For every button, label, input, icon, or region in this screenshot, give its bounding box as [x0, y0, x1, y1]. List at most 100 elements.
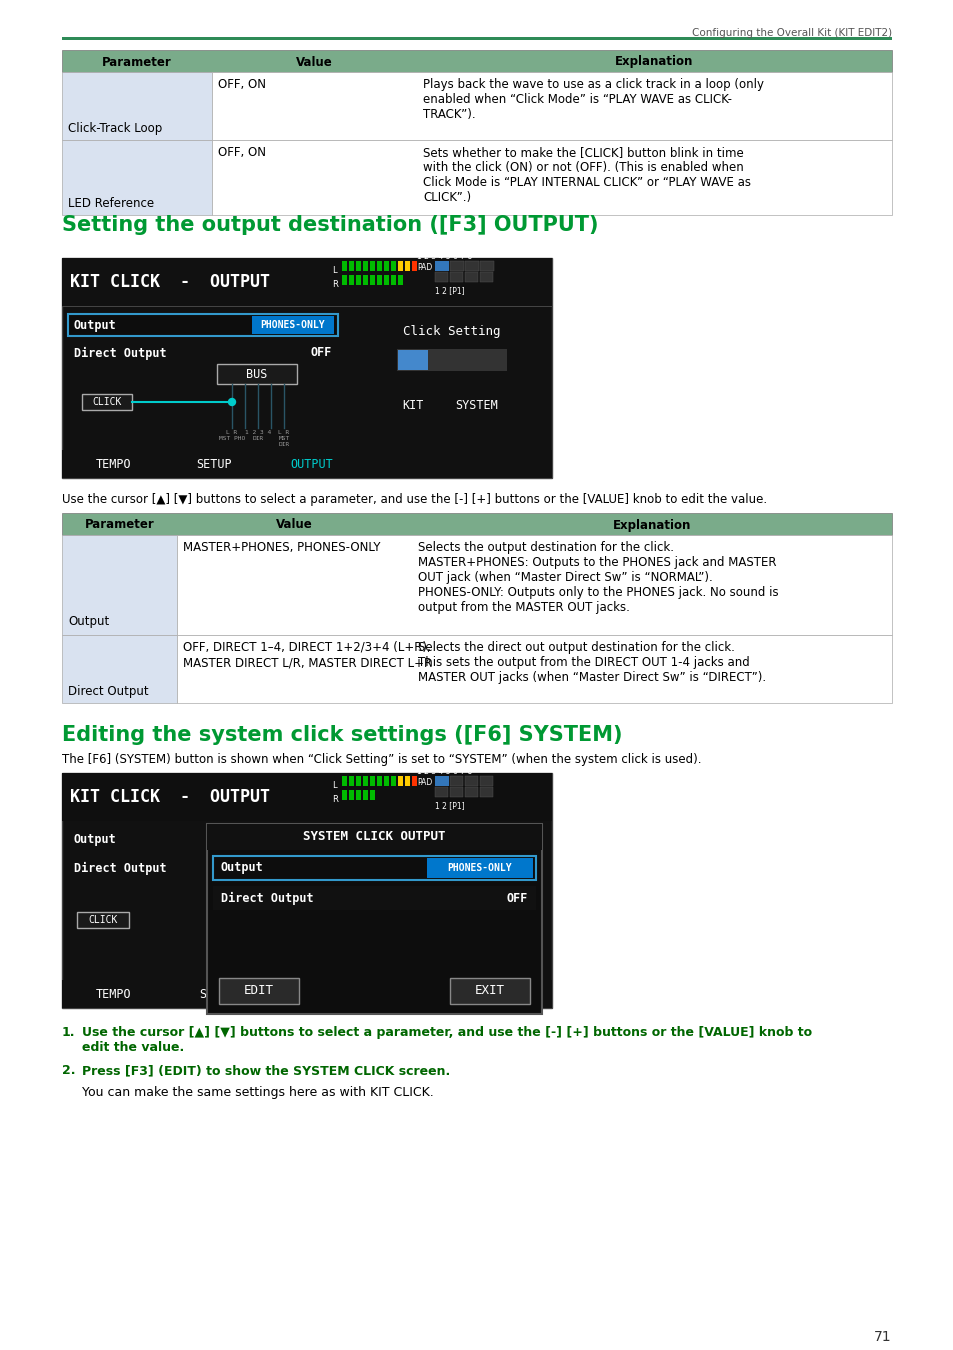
Bar [82, 394, 132, 410]
Bar [391, 776, 395, 786]
Text: TEMPO: TEMPO [96, 458, 132, 471]
Text: Selects the direct out output destination for the click.
This sets the output fr: Selects the direct out output destinatio… [417, 641, 765, 684]
Bar [355, 776, 360, 786]
Text: Value: Value [275, 518, 313, 532]
Bar [213, 886, 536, 910]
Bar [212, 140, 891, 215]
Text: Configuring the Overall Kit (KIT EDIT2): Configuring the Overall Kit (KIT EDIT2) [691, 28, 891, 38]
Text: KIT CLICK  -  OUTPUT: KIT CLICK - OUTPUT [70, 788, 270, 806]
Bar [450, 271, 462, 282]
Bar [479, 261, 494, 271]
Text: L R
MST
DIR: L R MST DIR [278, 431, 290, 447]
Bar [370, 790, 375, 801]
Bar [384, 776, 389, 786]
Bar [355, 275, 360, 285]
Text: Output: Output [221, 861, 263, 875]
Bar [412, 261, 416, 271]
Bar [363, 261, 368, 271]
Text: Use the cursor [▲] [▼] buttons to select a parameter, and use the [-] [+] button: Use the cursor [▲] [▼] buttons to select… [82, 1026, 811, 1054]
Text: Plays back the wave to use as a click track in a loop (only
enabled when “Click : Plays back the wave to use as a click tr… [422, 78, 763, 121]
Bar [349, 790, 354, 801]
Bar [479, 271, 493, 282]
Text: OUTPUT: OUTPUT [291, 458, 333, 471]
Bar [62, 450, 552, 478]
Bar [370, 776, 375, 786]
Text: Editing the system click settings ([F6] SYSTEM): Editing the system click settings ([F6] … [62, 725, 622, 745]
Bar [405, 776, 410, 786]
Bar [450, 776, 462, 786]
Bar [77, 913, 129, 927]
Text: You can make the same settings here as with KIT CLICK.: You can make the same settings here as w… [82, 1085, 434, 1099]
Text: Direct Output: Direct Output [74, 347, 167, 359]
Bar [62, 774, 552, 821]
Text: 1 2 [P1]: 1 2 [P1] [435, 801, 464, 810]
Text: SETU: SETU [199, 987, 228, 1000]
Text: Direct Output: Direct Output [74, 861, 167, 875]
Text: LED Reference: LED Reference [68, 197, 154, 211]
Text: 2.: 2. [62, 1064, 75, 1077]
Bar [349, 261, 354, 271]
Bar [62, 140, 212, 215]
Bar [62, 774, 552, 1008]
Bar [397, 350, 428, 370]
Bar [479, 787, 493, 796]
Bar [62, 513, 891, 535]
Bar [464, 776, 477, 786]
Text: EDIT: EDIT [244, 984, 274, 998]
Bar [450, 261, 463, 271]
Text: CLICK: CLICK [89, 915, 117, 925]
Bar [341, 261, 347, 271]
Text: SYSTEM: SYSTEM [456, 400, 497, 412]
Bar [219, 977, 298, 1004]
Text: Output: Output [74, 319, 116, 332]
Bar [376, 275, 381, 285]
Bar [376, 261, 381, 271]
Bar [464, 261, 478, 271]
Bar [341, 790, 347, 801]
Bar [349, 776, 354, 786]
Text: Click-Track Loop: Click-Track Loop [68, 122, 162, 135]
Text: Setting the output destination ([F3] OUTPUT): Setting the output destination ([F3] OUT… [62, 215, 598, 235]
Text: Direct Output: Direct Output [221, 891, 314, 904]
Text: OFF, ON: OFF, ON [218, 146, 266, 159]
Bar [435, 787, 448, 796]
Text: R: R [332, 795, 337, 805]
Bar [207, 824, 541, 1014]
Bar [450, 787, 462, 796]
Bar [252, 316, 334, 333]
Bar [397, 261, 402, 271]
Bar [68, 315, 337, 336]
Text: L: L [332, 782, 336, 790]
Bar [213, 856, 536, 880]
Text: Output: Output [68, 616, 110, 628]
Bar [62, 36, 891, 40]
Bar [62, 980, 552, 1008]
Text: EXIT: EXIT [475, 984, 504, 998]
Bar [396, 350, 506, 371]
Bar [376, 776, 381, 786]
Bar [341, 275, 347, 285]
Text: OFF, ON: OFF, ON [218, 78, 266, 90]
Bar [212, 72, 891, 140]
Bar [363, 275, 368, 285]
Text: Sets whether to make the [CLICK] button blink in time
with the click (ON) or not: Sets whether to make the [CLICK] button … [422, 146, 750, 204]
Text: 1 2 3 4 5 6 7 8: 1 2 3 4 5 6 7 8 [416, 767, 472, 776]
Circle shape [229, 398, 235, 405]
Text: 71: 71 [874, 1330, 891, 1345]
Bar [62, 535, 177, 634]
Text: Explanation: Explanation [615, 55, 693, 69]
Bar [177, 634, 891, 703]
Bar [464, 271, 477, 282]
Bar [62, 634, 177, 703]
Text: Press [F3] (EDIT) to show the SYSTEM CLICK screen.: Press [F3] (EDIT) to show the SYSTEM CLI… [82, 1064, 450, 1077]
Text: OFF: OFF [311, 347, 332, 359]
Bar [479, 776, 493, 786]
Text: 1 2 [P1]: 1 2 [P1] [435, 286, 464, 296]
Text: BUS: BUS [246, 367, 268, 381]
Text: Direct Output: Direct Output [68, 684, 149, 698]
Text: MASTER+PHONES, PHONES-ONLY: MASTER+PHONES, PHONES-ONLY [183, 541, 380, 554]
Text: PHONES-ONLY: PHONES-ONLY [260, 320, 325, 329]
Bar [397, 776, 402, 786]
Text: KIT: KIT [402, 400, 423, 412]
Bar [370, 275, 375, 285]
